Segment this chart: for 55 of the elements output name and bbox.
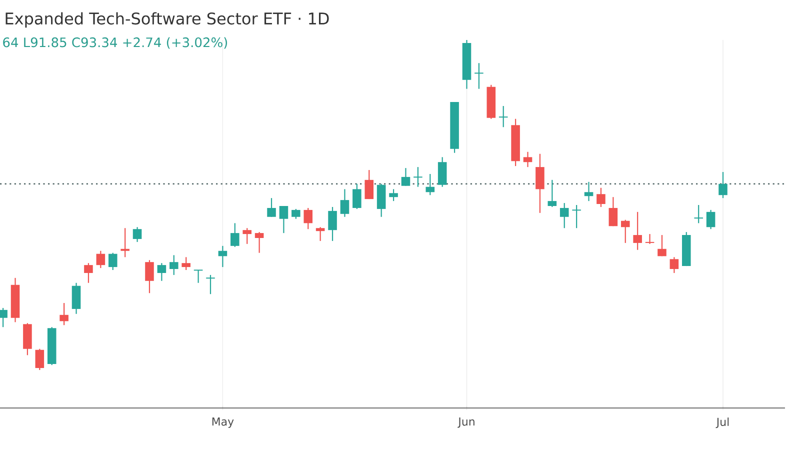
candlestick — [401, 167, 410, 186]
candlestick — [304, 207, 313, 230]
candlestick — [230, 222, 240, 248]
candlestick — [169, 254, 178, 276]
candlestick — [523, 151, 532, 168]
candlestick — [438, 156, 447, 188]
candlestick — [670, 256, 679, 274]
candlestick — [352, 183, 362, 210]
x-tick-label: Jun — [458, 418, 474, 428]
candlestick — [548, 179, 557, 208]
candlestick — [254, 232, 264, 254]
candlestick — [560, 202, 569, 229]
candlestick — [536, 153, 544, 214]
x-tick-label: May — [212, 418, 234, 428]
candlestick — [267, 198, 276, 218]
candlestick — [498, 105, 508, 128]
candlestick — [328, 206, 337, 242]
candlestick — [426, 173, 435, 196]
candlestick — [242, 228, 252, 244]
candlestick — [340, 188, 350, 218]
candlestick — [120, 228, 130, 258]
candlestick — [474, 62, 484, 90]
candlestick — [584, 181, 594, 202]
candlestick — [633, 211, 642, 250]
candlestick — [157, 262, 166, 282]
candlestick — [35, 348, 44, 371]
candlestick — [694, 204, 703, 224]
candlestick — [84, 262, 93, 284]
candlestick — [316, 226, 325, 242]
chart-title: Expanded Tech-Software Sector ETF · 1D — [6, 12, 329, 28]
candlestick — [706, 209, 716, 230]
candlestick — [60, 302, 68, 326]
candlestick — [145, 260, 154, 294]
candlestick — [182, 256, 190, 271]
candlestick — [414, 166, 422, 188]
candlestick — [389, 188, 398, 202]
candlestick — [194, 269, 203, 284]
candlestick — [658, 234, 666, 257]
candlestick — [608, 196, 618, 227]
candlestick — [218, 245, 228, 268]
candlestick — [292, 208, 300, 220]
candlestick — [132, 226, 142, 243]
chart-subtitle: 64 L91.85 C93.34 +2.74 (+3.02%) — [3, 37, 228, 49]
candlestick — [206, 274, 215, 295]
candlestick — [596, 187, 606, 208]
candlestick — [572, 204, 581, 229]
candlestick — [718, 171, 728, 199]
candlestick — [620, 219, 630, 244]
x-tick-label: Jul — [716, 418, 729, 428]
candlestick — [72, 282, 81, 314]
candlestick — [108, 252, 118, 271]
candlestick — [645, 233, 654, 244]
candlestick — [364, 169, 374, 200]
candlestick — [96, 250, 106, 269]
candlestick — [279, 205, 288, 234]
